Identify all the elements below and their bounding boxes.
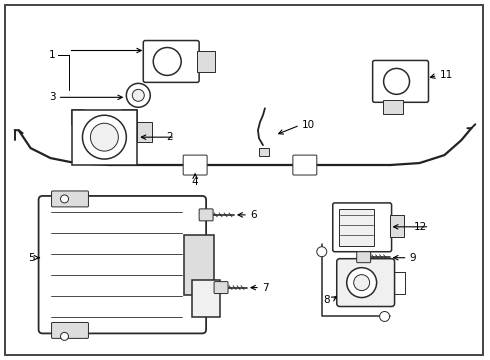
Text: 4: 4: [192, 177, 198, 187]
Circle shape: [380, 311, 390, 321]
FancyBboxPatch shape: [51, 191, 89, 207]
FancyBboxPatch shape: [199, 209, 213, 221]
Bar: [259, 148, 269, 156]
Bar: [390, 215, 404, 237]
Circle shape: [317, 247, 327, 257]
Text: 8: 8: [323, 294, 330, 305]
Text: 6: 6: [250, 210, 257, 220]
Bar: [197, 50, 215, 72]
FancyBboxPatch shape: [39, 196, 206, 333]
Circle shape: [153, 48, 181, 75]
FancyBboxPatch shape: [337, 259, 394, 306]
FancyBboxPatch shape: [357, 252, 370, 263]
Bar: [137, 122, 152, 142]
Bar: [73, 110, 137, 165]
Circle shape: [347, 268, 377, 298]
FancyBboxPatch shape: [143, 41, 199, 82]
FancyBboxPatch shape: [333, 203, 392, 252]
Text: 3: 3: [49, 92, 56, 102]
Text: 12: 12: [414, 222, 427, 232]
FancyBboxPatch shape: [293, 155, 317, 175]
FancyBboxPatch shape: [372, 60, 428, 102]
Bar: [184, 235, 214, 294]
Circle shape: [354, 275, 369, 291]
Text: 1: 1: [49, 50, 56, 60]
FancyBboxPatch shape: [214, 282, 228, 293]
Text: 10: 10: [302, 120, 315, 130]
Bar: [383, 100, 403, 114]
Text: 9: 9: [410, 253, 416, 263]
Circle shape: [126, 84, 150, 107]
Circle shape: [82, 115, 126, 159]
Circle shape: [132, 89, 144, 101]
Circle shape: [91, 123, 119, 151]
Bar: [339, 209, 374, 246]
Bar: [192, 280, 220, 318]
Text: 5: 5: [28, 253, 35, 263]
Circle shape: [384, 68, 410, 94]
Text: 2: 2: [167, 132, 173, 142]
FancyBboxPatch shape: [51, 323, 89, 338]
FancyBboxPatch shape: [183, 155, 207, 175]
Text: 7: 7: [262, 283, 269, 293]
Circle shape: [61, 332, 69, 340]
Text: 11: 11: [440, 71, 453, 80]
Circle shape: [61, 195, 69, 203]
